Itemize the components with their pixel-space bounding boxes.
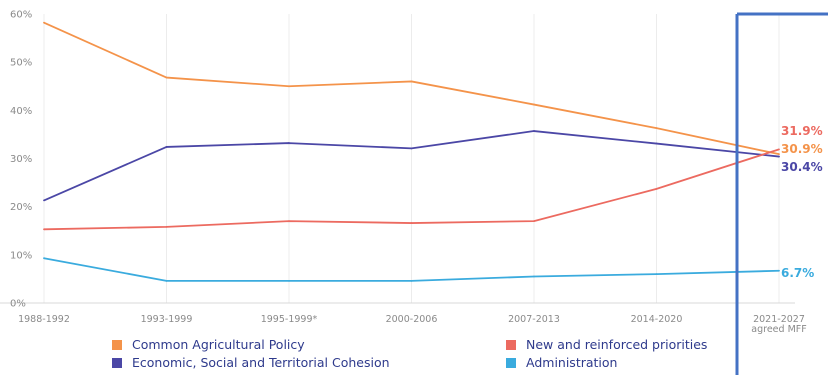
highlight-box [735,12,828,375]
end-value-label: 30.4% [781,160,823,174]
series-point [43,257,45,260]
series-point [778,153,780,156]
legend-label: Economic, Social and Territorial Cohesio… [132,355,390,370]
series-point [165,279,168,282]
end-value-label: 31.9% [781,124,823,138]
series-point [288,142,290,144]
y-tick-label: 0% [10,299,26,310]
series-point [410,80,413,83]
series-point [43,21,45,24]
x-tick-label: 1993-1999 [141,314,193,325]
x-tick-label: 2000-2006 [386,314,438,325]
end-labels: 31.9% 30.9% 30.4% 6.7% [781,124,823,280]
y-tick-label: 60% [10,10,32,21]
series-point [43,228,45,231]
x-tick-label: 2021-2027 [753,314,805,325]
series-point [165,225,168,228]
x-tick-label: 2014-2020 [631,314,683,325]
series-point [655,187,658,190]
chart-series [43,21,780,282]
series-point [165,76,168,79]
y-tick-label: 20% [10,202,32,213]
legend-label: New and reinforced priorities [526,337,707,352]
chart-grid [0,14,795,304]
y-tick-label: 40% [10,106,32,117]
series-point [288,85,290,88]
chart-legend: Common Agricultural Policy New and reinfo… [112,337,707,370]
series-point [655,142,658,145]
series-point [533,103,535,106]
series-point [533,130,535,132]
series-point [43,199,45,202]
series-point [655,273,658,275]
x-tick-label: 1988-1992 [18,314,70,325]
end-value-label: 30.9% [781,142,823,156]
legend-label: Administration [526,355,617,370]
series-point [165,146,168,148]
series-point [410,147,413,150]
x-tick-sublabel: agreed MFF [751,324,806,335]
legend-swatch [506,358,516,368]
series-point [778,155,780,158]
series-point [410,279,413,282]
series-point [655,127,658,130]
y-tick-label: 50% [10,58,32,69]
legend-swatch [506,340,516,350]
legend-swatch [112,340,122,350]
x-axis: 1988-1992 1993-1999 1995-1999* 2000-2006 200… [18,314,807,335]
x-tick-label: 2007-2013 [508,314,560,325]
y-tick-label: 10% [10,250,32,261]
x-tick-label: 1995-1999* [261,314,318,325]
series-point [533,220,535,223]
end-value-label: 6.7% [781,266,814,280]
series-point [778,269,780,272]
y-tick-label: 30% [10,154,32,165]
series-point [533,275,535,278]
series-point [288,279,290,282]
series-point [778,148,780,151]
series-point [288,220,290,223]
legend-label: Common Agricultural Policy [132,337,305,352]
series-point [410,222,413,224]
y-axis: 0% 10% 20% 30% 40% 50% 60% [10,10,32,310]
legend-swatch [112,358,122,368]
